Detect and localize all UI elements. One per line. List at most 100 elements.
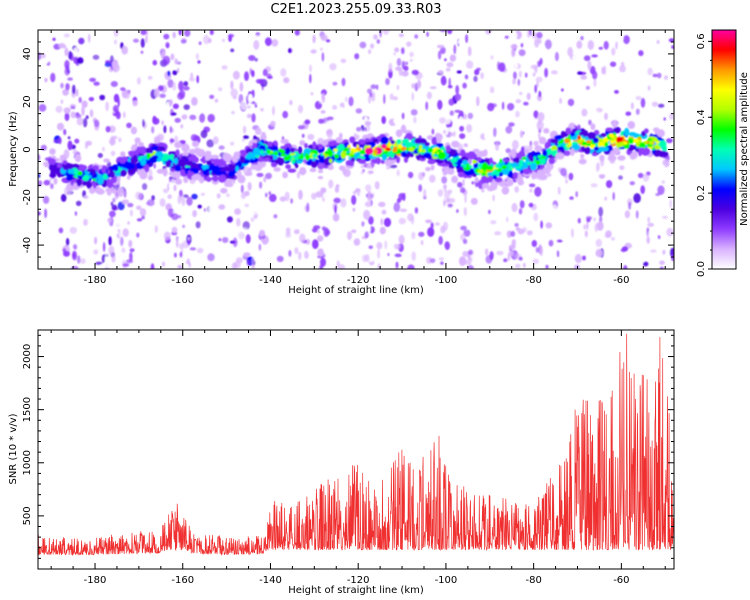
spectrogram-cell [351, 229, 357, 234]
spectrogram-cell [95, 261, 103, 265]
spectrogram-marks [38, 30, 674, 269]
spectrogram-cell [208, 164, 216, 171]
spectrogram-cell [596, 162, 600, 173]
spectrogram-cell [152, 59, 158, 66]
spectrogram-cell [69, 163, 74, 170]
spectrogram-peak [655, 140, 660, 143]
spectrogram-cell [377, 249, 381, 259]
x-tick-label: -80 [525, 275, 541, 286]
spectrogram-cell [230, 88, 238, 98]
spectrogram-cell [510, 44, 518, 50]
spectrogram-cell [614, 90, 619, 94]
spectrogram-cell [56, 33, 62, 44]
spectrogram-cell [75, 200, 82, 207]
spectrogram-cell [506, 179, 514, 187]
spectrogram-cell [282, 171, 288, 179]
spectrogram-cell [621, 254, 629, 264]
spectrogram-cell [114, 230, 119, 235]
spectrogram-peak [460, 164, 464, 167]
spectrogram-peak [279, 149, 286, 154]
spectrogram-cell [392, 96, 398, 101]
spectrogram-cell [144, 164, 150, 173]
spectrogram-cell [540, 220, 543, 229]
spectrogram-cell [438, 235, 443, 245]
spectrogram-peak [521, 156, 527, 160]
spectrogram-cell [445, 67, 451, 72]
spectrogram-cell [511, 48, 516, 58]
spectrogram-cell [72, 149, 78, 156]
spectrogram-peak [472, 159, 477, 164]
spectrogram-cell [110, 201, 114, 207]
spectrogram-cell [186, 196, 193, 206]
spectrogram-cell [389, 93, 394, 100]
spectrogram-cell [370, 84, 377, 89]
spectrogram-cell [337, 264, 346, 269]
spectrogram-cell [178, 30, 182, 36]
spectrogram-cell [73, 47, 78, 57]
spectrogram-cell [429, 174, 436, 183]
x-tick-label: -120 [347, 275, 370, 286]
spectrogram-cell [82, 152, 87, 160]
spectrogram-cell [108, 125, 116, 133]
spectrogram-cell [309, 73, 312, 84]
spectrogram-cell [492, 174, 497, 180]
spectrogram-cell [515, 110, 520, 118]
spectrogram-cell [184, 160, 194, 167]
spectrogram-cell [388, 136, 393, 142]
spectrogram-cell [388, 198, 394, 207]
spectrogram-cell [638, 147, 646, 155]
spectrogram-cell [199, 113, 206, 123]
spectrogram-cell [550, 138, 559, 144]
spectrogram-cell [214, 165, 220, 172]
spectrogram-peak [419, 148, 422, 153]
spectrogram-cell [612, 192, 615, 201]
spectrogram-peak [586, 140, 592, 144]
spectrogram-cell [329, 33, 335, 40]
spectrogram-cell [104, 262, 112, 269]
spectrogram-cell [230, 48, 235, 53]
spectrogram-cell [364, 147, 374, 155]
spectrogram-cell [627, 161, 631, 167]
spectrogram-peak [499, 158, 503, 164]
spectrogram-cell [154, 225, 158, 233]
spectrogram-cell [112, 197, 116, 203]
spectrogram-cell [532, 72, 536, 77]
spectrogram-cell [251, 70, 255, 78]
spectrogram-cell [637, 172, 644, 179]
spectrogram-cell [445, 145, 451, 153]
spectrogram-cell [518, 49, 526, 57]
spectrogram-cell [186, 156, 196, 163]
spectrogram-cell [352, 207, 356, 212]
spectrogram-cell [444, 58, 447, 62]
spectrogram-cell [328, 179, 334, 189]
spectrogram-cell [309, 168, 317, 173]
spectrogram-cell [357, 188, 361, 197]
spectrogram-cell [105, 254, 108, 262]
snr-y-axis-label: SNR (10 * v/v) [8, 413, 19, 484]
spectrogram-cell [669, 198, 672, 209]
x-tick-label: -160 [171, 575, 194, 586]
spectrogram-cell [548, 157, 556, 165]
spectrogram-cell [179, 169, 186, 177]
spectrogram-cell [467, 68, 471, 76]
spectrogram-cell [401, 47, 405, 55]
colorbar-tick-label: 0.0 [696, 261, 707, 277]
spectrogram-cell [265, 192, 268, 198]
spectrogram-cell [571, 79, 576, 88]
spectrogram-cell [365, 184, 372, 192]
spectrogram-cell [398, 67, 403, 77]
spectrogram-peak [538, 155, 543, 158]
spectrogram-cell [448, 132, 455, 137]
spectrogram-cell [383, 217, 392, 227]
spectrogram-cell [326, 116, 334, 121]
spectrogram-cell [533, 212, 539, 222]
spectrogram-cell [174, 141, 182, 149]
spectrogram-cell [364, 107, 368, 114]
spectrogram-cell [559, 97, 562, 104]
spectrogram-cell [75, 112, 80, 116]
spectrogram-cell [531, 31, 537, 39]
spectrogram-peak [649, 140, 653, 145]
spectrogram-peak [293, 158, 300, 161]
spectrogram-cell [235, 257, 243, 264]
